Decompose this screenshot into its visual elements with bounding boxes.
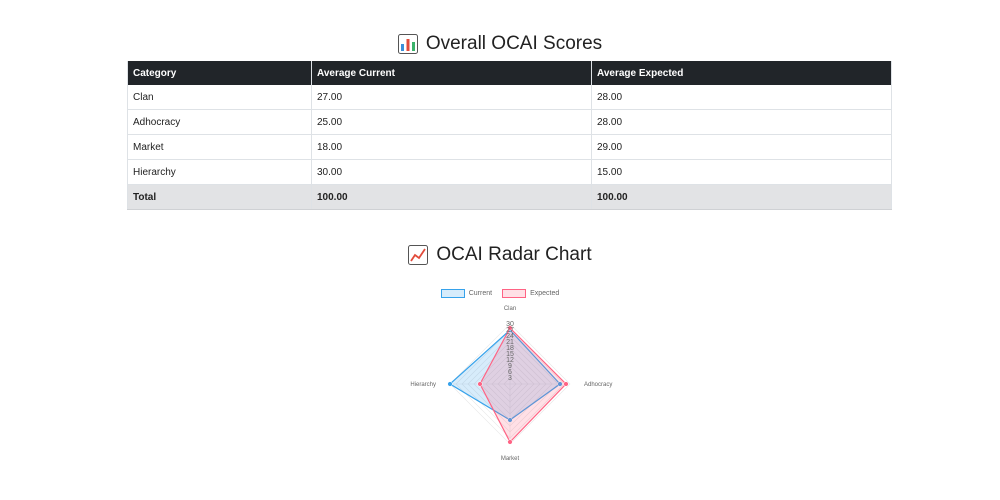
table-row: Clan 27.00 28.00 — [127, 85, 892, 110]
radar-tick-label: 18 — [506, 345, 514, 352]
table-header-row: Category Average Current Average Expecte… — [127, 61, 892, 85]
header-category: Category — [127, 61, 312, 85]
radar-series-current — [448, 329, 561, 421]
radar-point-expected — [507, 439, 513, 445]
radar-point-current — [507, 417, 513, 423]
total-label: Total — [127, 184, 312, 210]
radar-point-expected — [507, 325, 513, 331]
row-expected: 28.00 — [591, 109, 892, 135]
line-chart-icon — [408, 245, 429, 265]
bar-chart-icon — [397, 34, 418, 54]
legend-swatch-current — [440, 289, 465, 298]
radar-grid-ring — [461, 335, 559, 433]
chart-legend: Current Expected — [0, 289, 1000, 298]
radar-point-current — [507, 327, 513, 333]
row-expected: 29.00 — [591, 134, 892, 160]
radar-point-expected — [477, 381, 483, 387]
radar-point-current — [557, 381, 563, 387]
radar-grid-ring — [491, 365, 529, 403]
legend-label-expected: Expected — [530, 290, 560, 297]
radar-category-label: Adhocracy — [584, 382, 612, 388]
radar-series-expected — [479, 327, 567, 444]
total-expected: 100.00 — [591, 184, 892, 210]
row-expected: 15.00 — [591, 159, 892, 185]
row-category: Market — [127, 134, 312, 160]
radar-point-expected — [563, 381, 569, 387]
table-row: Hierarchy 30.00 15.00 — [127, 159, 892, 185]
radar-tick-label: 27 — [506, 327, 514, 334]
radar-grid-ring — [497, 371, 523, 397]
radar-grid-ring — [503, 377, 517, 391]
row-current: 18.00 — [311, 134, 592, 160]
table-total-row: Total 100.00 100.00 — [127, 184, 892, 210]
row-category: Clan — [127, 85, 312, 110]
radar-grid-ring — [467, 341, 553, 427]
radar-tick-label: 24 — [506, 333, 514, 340]
total-current: 100.00 — [311, 184, 592, 210]
row-expected: 28.00 — [591, 85, 892, 110]
radar-grid-ring — [485, 359, 535, 409]
row-current: 25.00 — [311, 109, 592, 135]
radar-category-label: Market — [501, 456, 520, 462]
header-average-expected: Average Expected — [591, 61, 892, 85]
row-category: Adhocracy — [127, 109, 312, 135]
radar-tick-label: 12 — [506, 357, 514, 364]
row-category: Hierarchy — [127, 159, 312, 185]
radar-tick-label: 21 — [506, 339, 514, 346]
radar-tick-label: 15 — [506, 351, 514, 358]
radar-tick-label: 3 — [508, 375, 512, 382]
radar-title-text: OCAI Radar Chart — [436, 244, 592, 265]
radar-grid-ring — [479, 353, 541, 415]
radar-grid-ring — [473, 347, 547, 421]
legend-label-current: Current — [468, 290, 493, 297]
scores-title: Overall OCAI Scores — [0, 33, 1000, 55]
scores-table: Category Average Current Average Expecte… — [127, 61, 892, 210]
radar-tick-label: 30 — [506, 321, 514, 328]
row-current: 30.00 — [311, 159, 592, 185]
legend-swatch-expected — [502, 289, 527, 298]
legend-item-current[interactable]: Current — [440, 289, 493, 298]
radar-tick-label: 9 — [508, 363, 512, 370]
scores-title-text: Overall OCAI Scores — [425, 33, 603, 54]
header-average-current: Average Current — [311, 61, 592, 85]
radar-grid-ring — [455, 329, 565, 439]
legend-item-expected[interactable]: Expected — [502, 289, 559, 298]
radar-category-label: Clan — [504, 306, 516, 312]
radar-category-label: Hierarchy — [410, 382, 436, 388]
radar-grid-ring — [449, 323, 571, 445]
radar-title: OCAI Radar Chart — [0, 244, 1000, 266]
radar-point-current — [447, 381, 453, 387]
row-current: 27.00 — [311, 85, 592, 110]
table-row: Market 18.00 29.00 — [127, 134, 892, 160]
radar-tick-label: 6 — [508, 369, 512, 376]
table-row: Adhocracy 25.00 28.00 — [127, 109, 892, 135]
